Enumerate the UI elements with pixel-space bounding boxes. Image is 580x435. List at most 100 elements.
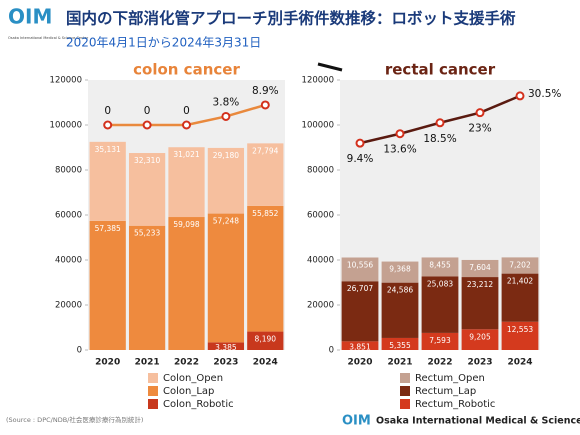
bar-segment [461, 259, 499, 278]
legend-label: Colon_Robotic [163, 399, 234, 410]
bar-value-label: 7,593 [429, 336, 451, 345]
legend-swatch [400, 399, 410, 409]
legend-swatch [148, 373, 158, 383]
bar-segment [341, 341, 379, 350]
bar-segment [89, 220, 126, 350]
bar-segment [207, 342, 245, 350]
y-tick-label: 80000 [307, 166, 334, 176]
y-tick-label: 40000 [307, 256, 334, 266]
x-tick-label: 2020 [95, 358, 120, 368]
bar-value-label: 24,586 [387, 286, 413, 295]
bar-segment [501, 273, 539, 322]
x-tick-label: 2022 [174, 358, 199, 368]
y-tick-label: 100000 [302, 121, 334, 131]
legend-label: Colon_Lap [163, 386, 214, 397]
bar-segment [501, 321, 539, 350]
line-marker [260, 100, 270, 110]
bar-value-label: 25,083 [427, 279, 453, 288]
bar-value-label: 29,180 [213, 151, 239, 160]
line-marker [435, 118, 445, 128]
chart-title: colon cancer [133, 61, 240, 79]
line-value-label: 18.5% [423, 133, 456, 145]
y-tick-label: 60000 [55, 211, 82, 221]
bar-value-label: 55,233 [134, 229, 160, 238]
title: 国内の下部消化管アプローチ別手術件数推移：ロボット支援手術 [66, 9, 516, 28]
subtitle: 2020年4月1日から2024年3月31日 [66, 36, 261, 50]
y-tick-label: 0 [329, 346, 334, 356]
bar-segment [89, 141, 126, 221]
bar-segment [341, 281, 379, 342]
bar-segment [501, 257, 539, 274]
legend-swatch [148, 386, 158, 396]
bar-segment [341, 257, 379, 282]
footer-logo: OIM [342, 414, 371, 429]
bar-segment [247, 331, 284, 350]
y-tick-label: 20000 [55, 301, 82, 311]
bar-segment [247, 143, 284, 206]
decoration [317, 62, 343, 72]
y-tick-label: 40000 [55, 256, 82, 266]
line-marker [142, 120, 152, 130]
bar-segment [381, 337, 419, 350]
legend-swatch [148, 399, 158, 409]
line-marker [103, 120, 113, 130]
line-value-label: 9.4% [347, 153, 374, 165]
bar-segment [421, 257, 459, 277]
x-tick-label: 2024 [507, 358, 532, 368]
bar-segment [128, 225, 166, 350]
line-value-label: 30.5% [528, 88, 561, 100]
chart-title: rectal cancer [385, 61, 496, 79]
legend-swatch [400, 373, 410, 383]
bar-value-label: 3,851 [349, 343, 371, 352]
line-marker [355, 138, 365, 148]
x-tick-label: 2020 [347, 358, 372, 368]
line-value-label: 3.8% [213, 96, 240, 108]
source-note: (Source : DPC/NDB/社会医療診療行為別統計) [6, 415, 143, 424]
line-marker [395, 129, 405, 139]
x-tick-label: 2022 [427, 358, 452, 368]
logo: OIM [8, 5, 52, 29]
line-value-label: 13.6% [383, 144, 416, 156]
x-tick-label: 2023 [467, 358, 492, 368]
bar-segment [461, 277, 499, 330]
bar-value-label: 3,385 [215, 343, 237, 352]
bar-value-label: 57,248 [213, 217, 239, 226]
bar-segment [381, 261, 419, 283]
bar-segment [207, 147, 245, 214]
x-tick-label: 2021 [135, 358, 160, 368]
bar-value-label: 26,707 [347, 284, 373, 293]
footer-organization: Osaka International Medical & Science Ce… [376, 416, 580, 427]
bar-segment [247, 205, 284, 332]
legend-label: Rectum_Open [415, 373, 485, 384]
bar-segment [207, 213, 245, 343]
bar-segment [461, 329, 499, 350]
y-tick-label: 100000 [50, 121, 82, 131]
bar-value-label: 9,205 [469, 332, 491, 341]
bar-value-label: 8,455 [429, 260, 451, 269]
y-tick-label: 20000 [307, 301, 334, 311]
line-marker [221, 111, 231, 121]
y-tick-label: 120000 [50, 76, 82, 86]
bar-segment [168, 217, 205, 350]
line-value-label: 23% [468, 123, 491, 135]
bar-value-label: 35,131 [95, 145, 121, 154]
bar-value-label: 21,402 [507, 277, 533, 286]
x-tick-label: 2021 [387, 358, 412, 368]
legend-label: Colon_Open [163, 373, 223, 384]
y-tick-label: 60000 [307, 211, 334, 221]
bar-value-label: 59,098 [173, 220, 199, 229]
bar-value-label: 7,202 [509, 260, 531, 269]
bar-segment [381, 282, 419, 338]
line-marker [182, 120, 191, 130]
x-tick-label: 2024 [253, 358, 278, 368]
y-tick-label: 0 [77, 346, 82, 356]
bar-value-label: 7,604 [469, 263, 491, 272]
bar-value-label: 57,385 [95, 224, 121, 233]
legend-swatch [400, 386, 410, 396]
line-value-label: 8.9% [252, 85, 279, 97]
bar-value-label: 27,794 [252, 146, 278, 155]
bar-value-label: 32,310 [134, 156, 160, 165]
bar-value-label: 55,852 [252, 209, 278, 218]
bar-segment [421, 276, 459, 333]
